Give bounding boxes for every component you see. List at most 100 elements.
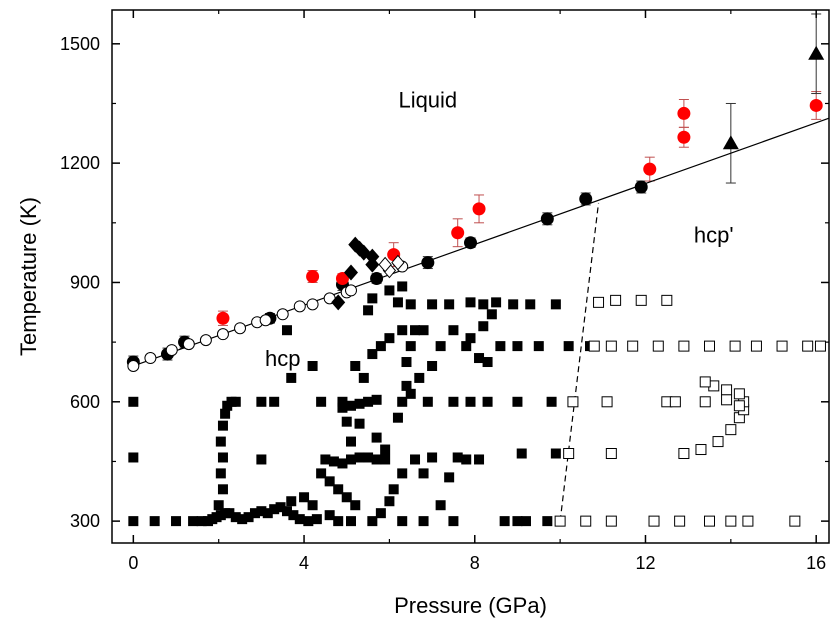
plot-frame [111,9,830,544]
red-circle-point [809,98,823,112]
filled-square-point [367,293,378,304]
filled-square-point [354,452,365,463]
filled-square-point [354,398,365,409]
error-bars [128,13,822,369]
filled-square-point [230,396,241,407]
open-square-point [635,294,647,306]
filled-square-point [405,388,416,399]
filled-square-point [341,492,352,503]
open-circle-point [345,284,357,297]
filled-square-point [311,514,322,525]
open-square-point [733,400,745,412]
phase-boundary-lines [133,117,830,522]
open-circle-point [182,338,195,351]
filled-square-point [269,504,280,515]
filled-square-point [550,448,561,459]
black-circle-point [421,256,435,270]
filled-square-point [275,502,286,513]
open-square-point [721,384,733,396]
filled-square-point [371,454,382,465]
filled-square-point [418,468,429,479]
filled-square-point [397,468,408,479]
open-square-point [678,340,690,352]
filled-square-point [128,452,139,463]
filled-square-point [427,360,438,371]
open-square-point [567,396,579,408]
open-square-point [802,340,814,352]
filled-square-point [444,299,455,310]
y-tick-label: 600 [70,392,100,412]
diamond-point [331,294,346,311]
filled-square-point [491,297,502,308]
diamond-point [365,256,380,273]
open-diamond-point [391,254,405,271]
filled-square-point [546,396,557,407]
black-circle-point [540,212,554,226]
open-square-point [669,396,681,408]
open-square-point [695,444,707,456]
filled-square-point [354,418,365,429]
filled-square-point [427,299,438,310]
filled-square-point [533,341,544,352]
filled-square-point [215,468,226,479]
filled-square-point [397,516,408,527]
filled-square-point [249,508,260,519]
diamond-point [344,264,358,281]
filled-square-point [397,396,408,407]
filled-square-point [281,325,292,336]
filled-square-point [224,508,235,519]
filled-square-point [363,396,374,407]
filled-square-point [405,341,416,352]
black-circle-point [370,271,384,285]
filled-square-point [288,510,299,521]
filled-square-point [525,299,536,310]
filled-square-point [337,458,348,469]
filled-square-point [482,357,493,368]
filled-square-point [418,325,429,336]
filled-square-point [333,516,344,527]
filled-square-point [256,454,267,465]
red-circle-point [335,271,349,285]
filled-square-point [401,357,412,368]
filled-square-point [237,514,248,525]
filled-square-point [410,454,421,465]
filled-square-point [380,444,391,455]
open-square-point [704,340,715,352]
filled-square-point [392,412,403,423]
filled-square-point [346,400,356,411]
open-square-point [605,340,617,352]
axis-tick-labels: 0 4 8 12 16 300 600 900 1200 1500 [60,34,826,573]
filled-square-point [213,500,224,511]
open-circle-point [165,344,178,357]
red-circle-point [677,130,691,144]
filled-square-point [367,349,378,360]
filled-square-point [478,321,489,332]
filled-square-point [401,380,412,391]
filled-square-point [512,396,523,407]
x-axis-title: Pressure (GPa) [394,593,547,618]
open-square-point [593,296,605,308]
open-square-point [580,515,592,527]
filled-square-point [444,472,455,483]
filled-square-point [243,512,254,523]
filled-square-point [375,508,386,519]
filled-square-point [448,325,459,336]
filled-square-point [230,512,241,523]
filled-square-point [294,514,305,525]
filled-square-point [269,396,280,407]
open-square-point [742,515,754,527]
filled-square-point [262,508,273,519]
filled-square-point [392,297,403,308]
triangle-point [808,45,825,60]
filled-square-point [346,454,356,465]
filled-square-point [303,516,314,527]
filled-square-point [452,452,463,463]
filled-square-point [171,516,182,527]
filled-square-point [307,500,318,511]
x-tick-label: 12 [635,553,655,573]
open-square-point [733,388,745,400]
filled-square-point [461,341,472,352]
data-points [126,45,826,527]
filled-square-point [220,408,231,419]
filled-square-point [512,341,523,352]
